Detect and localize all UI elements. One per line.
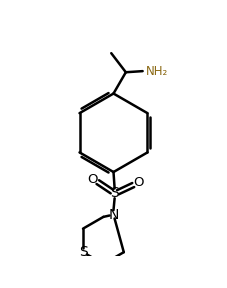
Text: S: S [110, 186, 119, 200]
Text: O: O [133, 176, 143, 189]
Text: S: S [79, 245, 87, 259]
Text: N: N [108, 208, 119, 222]
Text: NH₂: NH₂ [146, 65, 168, 78]
Text: O: O [88, 173, 98, 186]
